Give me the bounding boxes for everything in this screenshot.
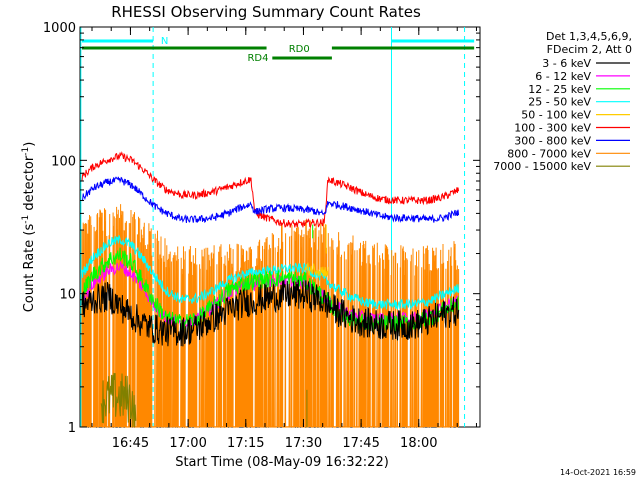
x-axis-label: Start Time (08-May-09 16:32:22): [175, 455, 389, 470]
legend-header-line-2: FDecim 2, Att 0: [547, 43, 632, 56]
y-tick-label: 1: [68, 421, 76, 436]
legend-label: 25 - 50 keV: [528, 96, 591, 109]
legend-label: 6 - 12 keV: [535, 70, 591, 83]
night-label: N: [161, 36, 168, 47]
y-axis-label-mid: detector: [22, 155, 37, 215]
series-50-100-kev: [304, 262, 329, 278]
series-300-800-kev: [81, 176, 460, 224]
chart-title: RHESSI Observing Summary Count Rates: [111, 3, 421, 21]
y-tick-label: 10: [59, 288, 76, 303]
legend: Det 1,3,4,5,6,9, FDecim 2, Att 0 3 - 6 k…: [493, 30, 632, 173]
series-100-300-kev: [81, 151, 460, 228]
legend-label: 100 - 300 keV: [514, 122, 591, 135]
y-axis-label-sup2: -1: [21, 147, 31, 156]
x-tick-label: 17:00: [169, 436, 206, 451]
x-tick-label: 17:30: [285, 436, 322, 451]
axis-layer: 1 10 100 1000 16:45 17:00 17:15 17:30 17:45 18:00: [43, 21, 480, 451]
series-3-6-kev: [81, 279, 460, 347]
y-tick-label: 1000: [43, 21, 76, 36]
y-tick-label: 100: [51, 154, 76, 169]
x-tick-label: 17:45: [342, 436, 379, 451]
legend-label: 12 - 25 keV: [528, 83, 591, 96]
rd4-label: RD4: [247, 53, 268, 64]
series-7000-15000-kev: [100, 372, 137, 428]
legend-label: 800 - 7000 keV: [507, 147, 591, 160]
legend-label: 50 - 100 keV: [521, 109, 591, 122]
annotation-layer: N RD0 RD4: [80, 27, 475, 427]
footer-timestamp: 14-Oct-2021 16:59: [560, 468, 636, 477]
y-axis-label-sup1: -1: [21, 215, 31, 224]
y-axis-label-end: ): [22, 142, 37, 147]
y-axis-label-main: Count Rate (s: [22, 224, 37, 313]
x-tick-label: 17:15: [227, 436, 264, 451]
x-tick-label: 16:45: [112, 436, 149, 451]
legend-label: 7000 - 15000 keV: [493, 160, 591, 173]
legend-label: 3 - 6 keV: [542, 57, 591, 70]
legend-header-line-1: Det 1,3,4,5,6,9,: [546, 30, 632, 43]
data-layer: [81, 151, 460, 428]
rd0-label: RD0: [289, 44, 310, 55]
y-axis-label: Count Rate (s-1 detector-1): [21, 142, 37, 313]
legend-label: 300 - 800 keV: [514, 134, 591, 147]
series-800-7000-kev: [81, 204, 460, 428]
x-tick-label: 18:00: [400, 436, 437, 451]
